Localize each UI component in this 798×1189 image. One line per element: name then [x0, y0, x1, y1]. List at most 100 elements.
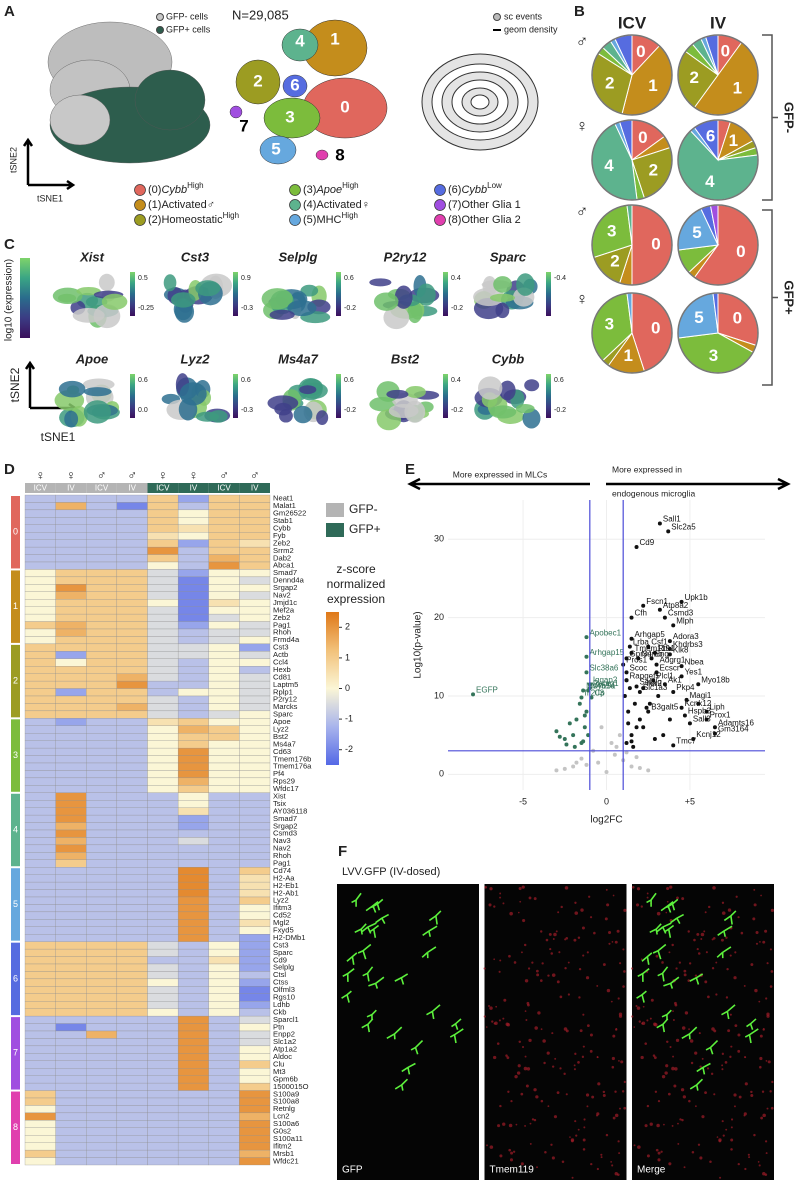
heatmap-cell — [86, 837, 118, 846]
gene-label: Cst3 — [273, 940, 289, 949]
colorbar-tick: 0.5 — [138, 275, 148, 282]
signal-dot — [579, 1029, 583, 1033]
heatmap-cell — [55, 889, 87, 898]
signal-dot — [618, 1059, 620, 1062]
route-label: ICV — [156, 484, 170, 493]
cluster-legend-marker — [434, 184, 446, 196]
heatmap-cell — [177, 539, 209, 548]
signal-dot — [696, 947, 699, 951]
signal-dot — [582, 1138, 586, 1142]
heatmap-cell — [239, 1120, 271, 1128]
heatmap-cell — [55, 956, 87, 965]
signal-dot — [671, 1066, 675, 1071]
volcano-point — [599, 725, 604, 730]
signal-dot — [551, 1156, 555, 1160]
signal-dot — [677, 1122, 679, 1125]
density-contour — [470, 94, 490, 110]
colorbar-tick: 0.6 — [554, 377, 564, 384]
heatmap-cell — [147, 561, 179, 570]
heatmap-cell — [55, 777, 87, 786]
heatmap-cell — [116, 1135, 148, 1143]
gene-label: Mlph — [676, 617, 693, 626]
signal-dot — [663, 1123, 665, 1126]
heatmap-cell — [239, 666, 271, 674]
gene-label: Cp — [594, 689, 605, 698]
heatmap-cell — [55, 1068, 87, 1076]
heatmap-cell — [147, 934, 179, 942]
heatmap-cell — [86, 829, 118, 838]
colorbar-tick: -0.3 — [241, 407, 253, 414]
signal-dot — [646, 1019, 649, 1022]
heatmap-cell — [116, 822, 148, 831]
heatmap-cell — [86, 777, 118, 786]
heatmap-cell — [239, 911, 271, 920]
heatmap-cell — [147, 1105, 179, 1114]
heatmap-cell — [208, 814, 240, 823]
signal-dot — [711, 967, 715, 970]
heatmap-cell — [177, 881, 209, 890]
heatmap-cell — [116, 762, 148, 771]
signal-dot — [588, 895, 591, 898]
signal-dot — [770, 1106, 774, 1110]
signal-dot — [734, 1024, 738, 1028]
signal-dot — [590, 1162, 593, 1166]
x-tick-label: -5 — [519, 796, 527, 806]
gfp-cell — [341, 990, 352, 1003]
heatmap-cell — [177, 718, 209, 726]
heatmap-cell — [86, 934, 118, 942]
heatmap-cell — [208, 1097, 240, 1106]
heatmap-cell — [24, 934, 56, 942]
heatmap-cell — [208, 747, 240, 756]
cluster-label: 2 — [253, 71, 262, 90]
signal-dot — [610, 1161, 613, 1163]
colorbar — [443, 272, 448, 316]
heatmap-cell — [177, 688, 209, 697]
signal-dot — [510, 1151, 514, 1155]
gene-label: Atp8a2 — [663, 601, 689, 610]
cluster-id: 7 — [13, 1048, 18, 1058]
heatmap-cell — [147, 1157, 179, 1166]
volcano-point — [667, 652, 672, 657]
heatmap-cell — [147, 1142, 179, 1151]
signal-dot — [525, 1084, 529, 1088]
heatmap-cell — [55, 532, 87, 540]
signal-dot — [707, 905, 711, 909]
heatmap-cell — [55, 524, 87, 533]
heatmap-cell — [147, 881, 179, 890]
heatmap-cell — [86, 539, 118, 548]
heatmap-cell — [208, 636, 240, 645]
heatmap-cell — [86, 755, 118, 764]
cluster-id: (3) — [303, 184, 316, 196]
signal-dot — [744, 1167, 747, 1171]
signal-dot — [550, 1143, 553, 1146]
volcano-point — [629, 733, 634, 738]
volcano-point — [584, 709, 589, 714]
heatmap-cell — [24, 1120, 56, 1128]
heatmap-cell — [239, 628, 271, 637]
signal-dot — [727, 908, 732, 912]
signal-dot — [762, 1113, 766, 1118]
signal-dot — [718, 1139, 722, 1143]
heatmap-cell — [239, 1008, 271, 1017]
cluster-bar — [11, 719, 20, 792]
colorbar-tick: -0.4 — [554, 275, 566, 282]
slice-label: 2 — [605, 73, 614, 92]
heatmap-cell — [116, 680, 148, 689]
gene-title: Xist — [79, 249, 105, 264]
heatmap-cell — [147, 1015, 179, 1024]
signal-dot — [701, 1057, 704, 1060]
heatmap-cell — [24, 785, 56, 793]
heatmap-cell — [147, 874, 179, 883]
cluster-id: (5) — [303, 214, 316, 226]
signal-dot — [700, 932, 705, 937]
heatmap-cell — [116, 1105, 148, 1114]
heatmap-cell — [116, 814, 148, 823]
image-label: Merge — [637, 1165, 666, 1176]
gene-label: Adamts16 — [718, 718, 755, 727]
volcano-point — [624, 678, 629, 683]
heatmap-cell — [24, 666, 56, 674]
heatmap-cell — [177, 829, 209, 838]
heatmap-cell — [55, 1142, 87, 1151]
signal-dot — [549, 947, 552, 951]
gene-label: Hexb — [273, 665, 291, 674]
